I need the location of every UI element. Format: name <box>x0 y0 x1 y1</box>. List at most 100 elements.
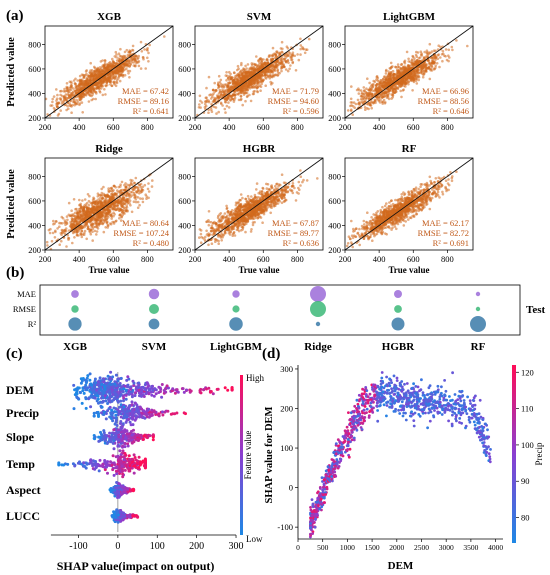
data-point <box>369 96 372 99</box>
data-point <box>410 63 414 67</box>
data-point <box>251 78 255 81</box>
data-point <box>222 93 226 96</box>
data-point <box>375 97 379 101</box>
data-point <box>100 205 104 208</box>
data-point <box>235 84 238 87</box>
data-point <box>106 226 109 229</box>
y-tick-label: 600 <box>28 196 41 206</box>
data-point <box>68 104 72 107</box>
data-point <box>256 85 260 89</box>
data-point <box>232 71 236 74</box>
data-point <box>78 198 81 202</box>
data-point <box>240 61 243 65</box>
data-point <box>262 78 266 82</box>
data-point <box>101 68 104 72</box>
data-point <box>91 91 95 94</box>
data-point <box>89 69 92 72</box>
data-point <box>112 189 115 192</box>
data-point <box>148 43 151 47</box>
data-point <box>210 110 214 113</box>
data-point <box>365 91 368 95</box>
data-point <box>82 76 86 79</box>
data-point <box>388 77 392 80</box>
data-point <box>226 85 230 89</box>
data-point <box>415 82 419 85</box>
data-point <box>137 54 140 58</box>
data-point <box>296 53 299 56</box>
data-point <box>210 97 213 100</box>
data-point <box>395 82 399 85</box>
data-point <box>400 81 404 85</box>
data-point <box>256 76 260 80</box>
panel-label-a: (a) <box>6 8 24 24</box>
data-point <box>398 80 402 84</box>
data-point <box>225 71 228 74</box>
data-point <box>136 206 140 209</box>
data-point <box>109 73 112 76</box>
data-point <box>68 90 71 94</box>
data-point <box>113 192 117 196</box>
model-title: LightGBM <box>383 11 436 23</box>
data-point <box>83 82 87 86</box>
data-point <box>198 103 201 106</box>
data-point <box>224 100 227 104</box>
data-point <box>414 53 418 57</box>
data-point <box>84 74 87 77</box>
data-point <box>400 62 404 66</box>
metric-r2: R² = 0.641 <box>133 106 169 116</box>
data-point <box>213 81 216 85</box>
data-point <box>80 101 84 104</box>
data-point <box>299 44 303 47</box>
data-point <box>405 66 408 69</box>
data-point <box>112 214 115 218</box>
data-point <box>141 200 145 204</box>
data-point <box>387 72 391 75</box>
data-point <box>237 76 241 79</box>
data-point <box>53 236 57 239</box>
data-point <box>93 65 96 69</box>
data-point <box>146 49 149 52</box>
data-point <box>284 68 288 71</box>
data-point <box>284 54 288 57</box>
data-point <box>140 50 144 53</box>
data-point <box>351 113 355 116</box>
data-point <box>88 71 92 75</box>
data-point <box>236 64 240 68</box>
data-point <box>269 211 273 215</box>
data-point <box>110 217 113 220</box>
data-point <box>223 89 227 92</box>
data-point <box>105 81 109 84</box>
data-point <box>411 89 414 92</box>
data-point <box>51 231 55 235</box>
data-point <box>236 68 239 72</box>
data-point <box>133 181 136 185</box>
data-point <box>395 74 398 77</box>
data-point <box>207 99 210 102</box>
data-point <box>70 111 73 114</box>
data-point <box>266 66 269 70</box>
data-point <box>138 203 141 207</box>
panel-label-d: (d) <box>262 346 280 362</box>
data-point <box>109 80 113 84</box>
x-tick-label: 400 <box>373 122 386 132</box>
data-point <box>363 89 366 93</box>
data-point <box>114 220 117 223</box>
data-point <box>46 113 49 116</box>
data-point <box>96 192 100 195</box>
data-point <box>131 183 134 187</box>
data-point <box>231 94 234 98</box>
data-point <box>114 72 118 75</box>
data-point <box>427 67 430 70</box>
data-point <box>150 185 154 188</box>
data-point <box>135 190 138 193</box>
data-point <box>67 96 70 100</box>
metric-rmse: RMSE = 89.16 <box>118 96 169 106</box>
data-point <box>91 217 95 220</box>
data-point <box>280 69 283 73</box>
data-point <box>116 207 119 210</box>
data-point <box>89 232 93 236</box>
data-point <box>124 208 128 212</box>
data-point <box>141 188 145 192</box>
data-point <box>394 65 397 69</box>
